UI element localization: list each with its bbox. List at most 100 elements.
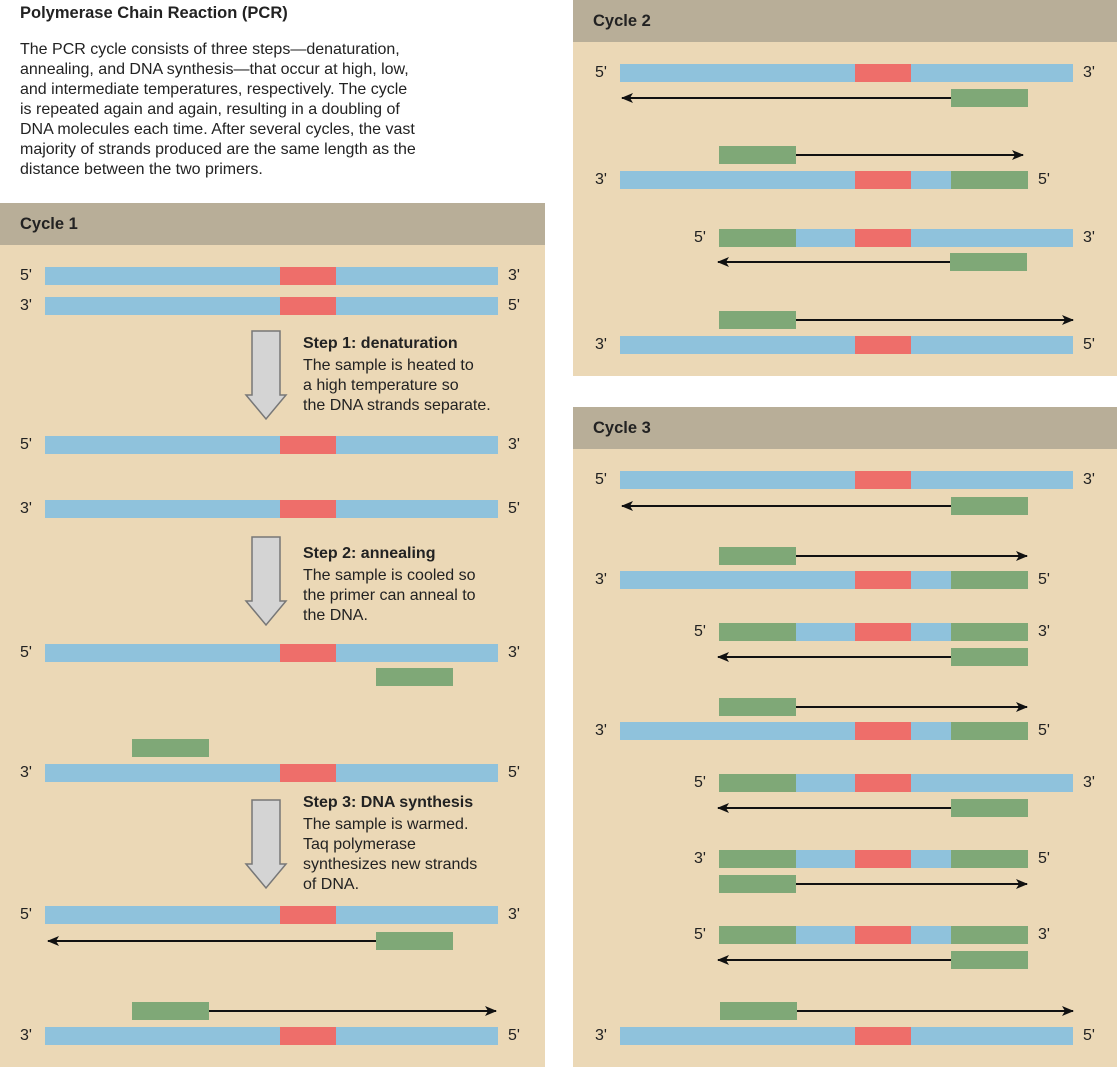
strand-left-end-label: 3' bbox=[595, 571, 607, 588]
primer bbox=[720, 1002, 797, 1020]
strand-right-end-label: 3' bbox=[508, 644, 520, 661]
primer-segment bbox=[951, 571, 1028, 589]
primer-segment bbox=[719, 850, 796, 868]
strand-left-end-label: 5' bbox=[694, 623, 706, 640]
strand-right-end-label: 5' bbox=[1083, 336, 1095, 353]
step-1-arrow bbox=[244, 330, 288, 421]
strand-right-end-label: 5' bbox=[508, 764, 520, 781]
strand-left-end-label: 3' bbox=[20, 500, 32, 517]
cycle-2-title: Cycle 2 bbox=[593, 12, 651, 30]
dna-strand bbox=[45, 1027, 498, 1045]
primer-segment bbox=[951, 171, 1028, 189]
primer bbox=[951, 648, 1028, 666]
primer bbox=[132, 1002, 209, 1020]
strand-left-end-label: 5' bbox=[20, 906, 32, 923]
strand-right-end-label: 3' bbox=[1038, 623, 1050, 640]
strand-right-end-label: 5' bbox=[1038, 722, 1050, 739]
target-region bbox=[280, 906, 336, 924]
target-region bbox=[855, 623, 911, 641]
primer bbox=[719, 875, 796, 893]
cycle-3-header: Cycle 3 bbox=[573, 407, 1117, 449]
strand-right-end-label: 3' bbox=[508, 436, 520, 453]
primer bbox=[719, 547, 796, 565]
strand-right-end-label: 5' bbox=[1083, 1027, 1095, 1044]
target-region bbox=[855, 336, 911, 354]
target-region bbox=[855, 229, 911, 247]
dna-strand bbox=[45, 500, 498, 518]
primer-segment bbox=[719, 774, 796, 792]
strand-right-end-label: 3' bbox=[1038, 926, 1050, 943]
strand-left-end-label: 5' bbox=[595, 64, 607, 81]
strand-left-end-label: 5' bbox=[694, 774, 706, 791]
strand-right-end-label: 5' bbox=[1038, 850, 1050, 867]
dna-strand bbox=[620, 722, 1028, 740]
target-region bbox=[280, 297, 336, 315]
step-1-title: Step 1: denaturation bbox=[303, 335, 458, 352]
strand-left-end-label: 3' bbox=[20, 297, 32, 314]
dna-strand bbox=[45, 436, 498, 454]
target-region bbox=[855, 722, 911, 740]
primer bbox=[951, 497, 1028, 515]
dna-strand bbox=[45, 644, 498, 662]
strand-left-end-label: 3' bbox=[595, 722, 607, 739]
primer bbox=[951, 799, 1028, 817]
step-1-text: The sample is heated to a high temperatu… bbox=[303, 357, 491, 414]
dna-strand bbox=[45, 297, 498, 315]
target-region bbox=[280, 1027, 336, 1045]
step-3-text: The sample is warmed. Taq polymerase syn… bbox=[303, 816, 478, 893]
target-region bbox=[855, 171, 911, 189]
annealed-primer bbox=[376, 668, 453, 686]
dna-strand bbox=[620, 64, 1073, 82]
page-title: Polymerase Chain Reaction (PCR) bbox=[20, 4, 288, 22]
strand-left-end-label: 3' bbox=[595, 171, 607, 188]
dna-strand bbox=[620, 336, 1073, 354]
target-region bbox=[855, 471, 911, 489]
strand-left-end-label: 5' bbox=[694, 926, 706, 943]
dna-strand bbox=[620, 471, 1073, 489]
step-3-title: Step 3: DNA synthesis bbox=[303, 794, 474, 811]
primer-segment bbox=[719, 623, 796, 641]
dna-strand bbox=[45, 267, 498, 285]
primer bbox=[376, 932, 453, 950]
step-2-text: The sample is cooled so the primer can a… bbox=[303, 567, 476, 624]
primer-segment bbox=[951, 623, 1028, 641]
target-region bbox=[280, 500, 336, 518]
target-region bbox=[280, 764, 336, 782]
intro-paragraph: The PCR cycle consists of three steps—de… bbox=[20, 41, 416, 178]
strand-right-end-label: 5' bbox=[1038, 571, 1050, 588]
cycle-3-title: Cycle 3 bbox=[593, 419, 651, 437]
strand-left-end-label: 5' bbox=[20, 267, 32, 284]
primer-segment bbox=[951, 722, 1028, 740]
primer bbox=[951, 951, 1028, 969]
target-region bbox=[855, 1027, 911, 1045]
primer bbox=[951, 89, 1028, 107]
dna-strand bbox=[620, 571, 1028, 589]
strand-right-end-label: 3' bbox=[1083, 229, 1095, 246]
strand-left-end-label: 5' bbox=[20, 644, 32, 661]
primer-segment bbox=[951, 850, 1028, 868]
target-region bbox=[855, 926, 911, 944]
strand-right-end-label: 3' bbox=[1083, 774, 1095, 791]
strand-right-end-label: 5' bbox=[508, 297, 520, 314]
strand-left-end-label: 3' bbox=[595, 336, 607, 353]
cycle-1-title: Cycle 1 bbox=[20, 215, 78, 233]
target-region bbox=[280, 267, 336, 285]
strand-right-end-label: 5' bbox=[508, 1027, 520, 1044]
dna-strand bbox=[45, 906, 498, 924]
strand-right-end-label: 3' bbox=[1083, 64, 1095, 81]
primer bbox=[950, 253, 1027, 271]
annealed-primer bbox=[132, 739, 209, 757]
dna-strand bbox=[620, 1027, 1073, 1045]
strand-left-end-label: 5' bbox=[20, 436, 32, 453]
strand-left-end-label: 3' bbox=[694, 850, 706, 867]
cycle-1-header: Cycle 1 bbox=[0, 203, 545, 245]
strand-left-end-label: 5' bbox=[694, 229, 706, 246]
dna-strand bbox=[45, 764, 498, 782]
strand-right-end-label: 3' bbox=[508, 906, 520, 923]
strand-left-end-label: 3' bbox=[20, 1027, 32, 1044]
step-3-arrow bbox=[244, 799, 288, 890]
strand-left-end-label: 3' bbox=[595, 1027, 607, 1044]
strand-right-end-label: 5' bbox=[508, 500, 520, 517]
primer bbox=[719, 146, 796, 164]
